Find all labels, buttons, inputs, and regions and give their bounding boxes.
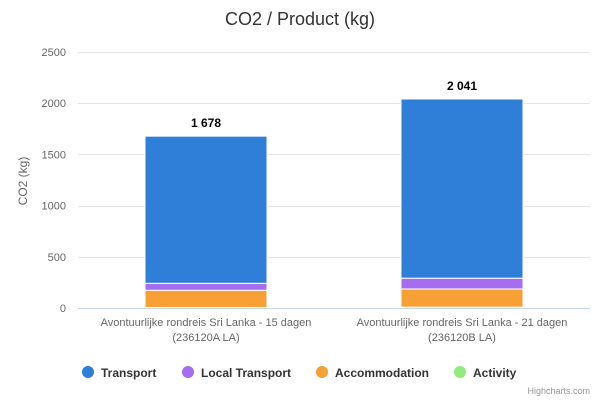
y-tick-label: 2500 [42, 47, 66, 59]
y-axis-label: CO2 (kg) [16, 157, 30, 206]
bar-segment-accommodation-1[interactable] [144, 289, 268, 308]
x-category-label: Avontuurlijke rondreis Sri Lanka - 15 da… [101, 317, 312, 329]
y-tick-label: 500 [48, 252, 66, 264]
credits-link[interactable]: Highcharts.com [527, 386, 590, 396]
legend-label: Transport [101, 366, 156, 380]
y-tick-label: 1500 [42, 149, 66, 161]
legend-item-activity[interactable]: Activity [454, 366, 517, 380]
bar-segment-transport-2[interactable] [400, 98, 524, 279]
stack-total-labels: 1 678 2 041 [191, 79, 477, 130]
legend: Transport Local Transport Accommodation Act… [82, 366, 517, 380]
y-tick-label: 2000 [42, 98, 66, 110]
bar-segment-local-transport-2[interactable] [400, 277, 524, 290]
y-axis-ticks: 0 500 1000 1500 2000 2500 [42, 47, 66, 315]
legend-item-local-transport[interactable]: Local Transport [182, 366, 291, 380]
x-category-label: Avontuurlijke rondreis Sri Lanka - 21 da… [357, 317, 568, 329]
legend-marker [316, 366, 328, 378]
legend-item-transport[interactable]: Transport [82, 366, 156, 380]
legend-marker [182, 366, 194, 378]
bar-segment-local-transport-1[interactable] [144, 282, 268, 291]
y-tick-label: 1000 [42, 201, 66, 213]
legend-label: Accommodation [335, 366, 429, 380]
legend-marker [454, 366, 466, 378]
bar-segment-accommodation-2[interactable] [400, 288, 524, 308]
chart-title: CO2 / Product (kg) [225, 9, 375, 29]
stack-total-label: 1 678 [191, 116, 221, 130]
stack-total-label: 2 041 [447, 79, 477, 93]
legend-marker [82, 366, 94, 378]
legend-label: Local Transport [201, 366, 291, 380]
x-category-label: (236120A LA) [172, 332, 239, 344]
bar-segment-transport-1[interactable] [144, 135, 268, 284]
x-axis-category-labels: Avontuurlijke rondreis Sri Lanka - 15 da… [101, 317, 568, 344]
y-tick-label: 0 [60, 303, 66, 315]
x-category-label: (236120B LA) [428, 332, 496, 344]
legend-label: Activity [473, 366, 517, 380]
bars [144, 98, 524, 309]
legend-item-accommodation[interactable]: Accommodation [316, 366, 429, 380]
